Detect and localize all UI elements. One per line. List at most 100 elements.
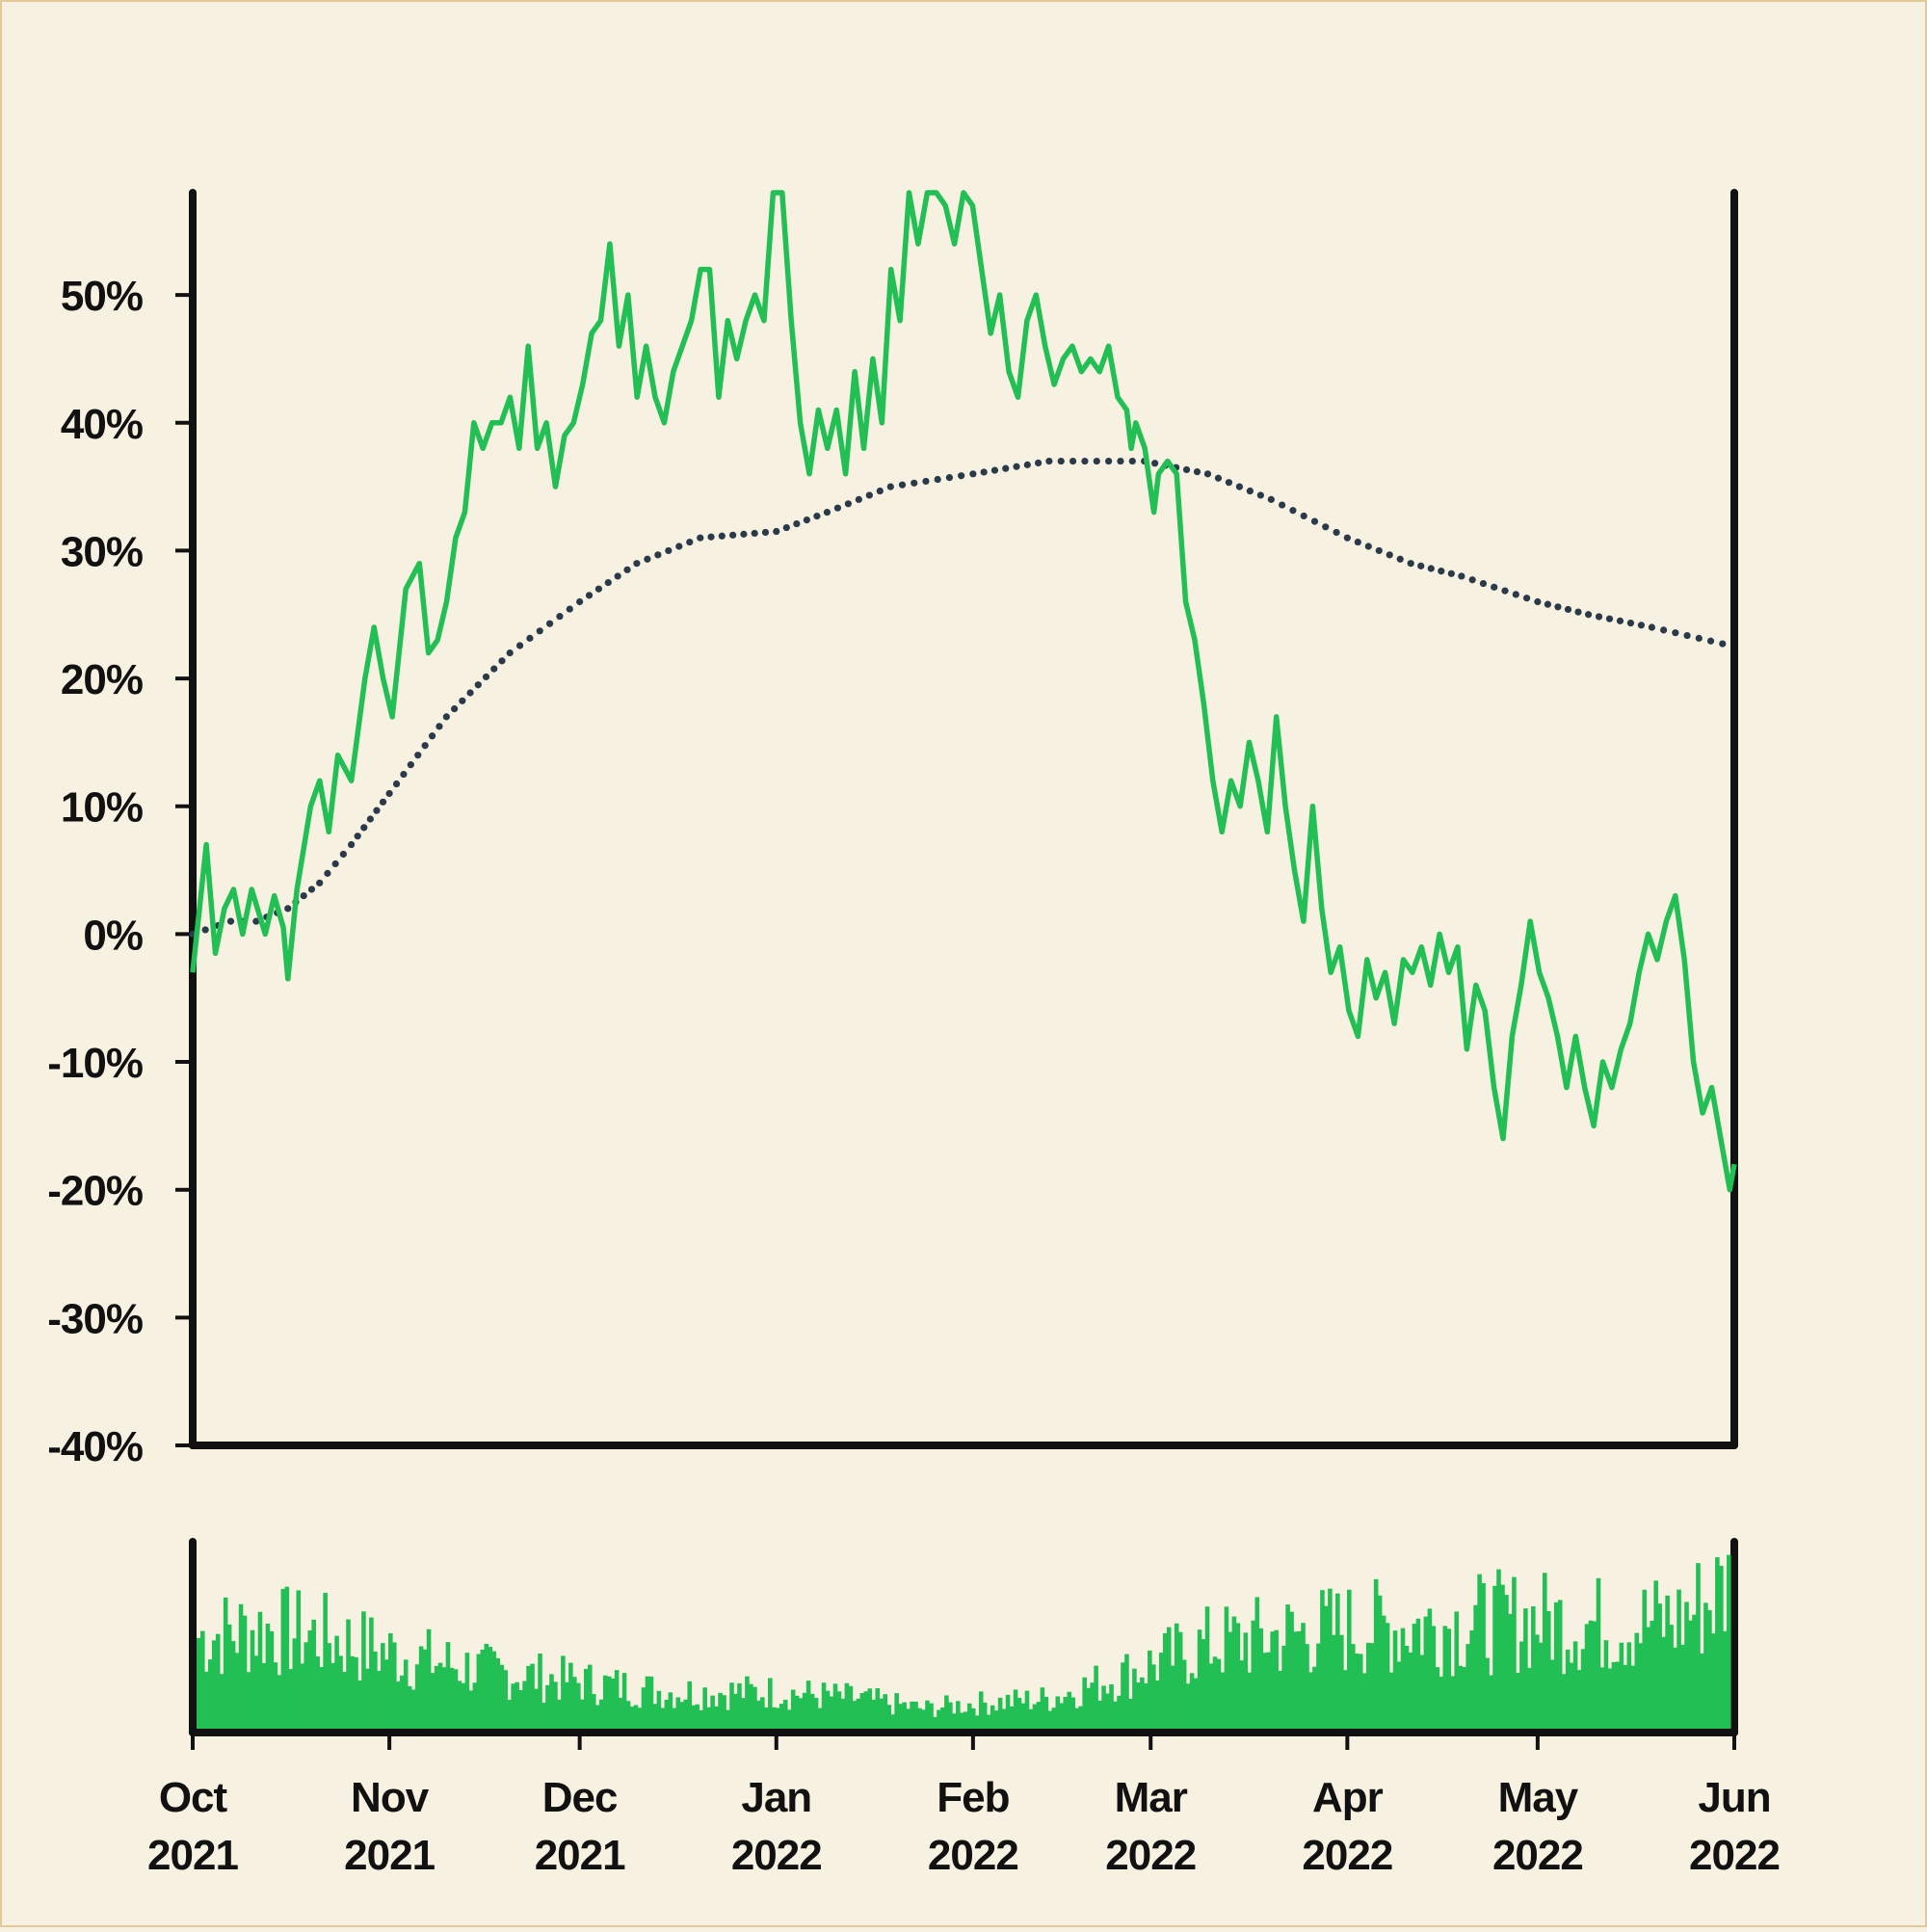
trend-dot (633, 560, 641, 568)
trend-dot (751, 529, 758, 538)
volume-bar (391, 1642, 397, 1729)
volume-bar (863, 1691, 869, 1729)
volume-bar (629, 1707, 635, 1729)
trend-dot (1447, 569, 1455, 577)
volume-bar (645, 1676, 650, 1729)
volume-bar (434, 1665, 439, 1729)
volume-bar (1684, 1601, 1689, 1729)
volume-bar (211, 1640, 217, 1729)
volume-panel (189, 1538, 1738, 1736)
volume-bar (1419, 1654, 1425, 1729)
volume-bar (1063, 1697, 1069, 1729)
volume-bar (832, 1683, 838, 1729)
volume-bar (602, 1675, 608, 1729)
volume-bar (1162, 1633, 1168, 1729)
volume-bar (1596, 1577, 1601, 1729)
volume-bar (1270, 1631, 1275, 1729)
volume-bar (729, 1682, 734, 1729)
volume-bar (1074, 1707, 1079, 1729)
x-tick-month: May (1498, 1774, 1579, 1821)
y-tick-label: -10% (47, 1040, 143, 1087)
volume-bar (518, 1690, 523, 1729)
trend-dot (1438, 568, 1445, 575)
trend-dot (1522, 595, 1531, 602)
volume-bar (1727, 1554, 1731, 1729)
x-tick-month: Jan (741, 1774, 811, 1821)
trend-dot (773, 527, 780, 536)
x-tick-year: 2022 (1492, 1832, 1583, 1879)
volume-bar (307, 1630, 312, 1729)
volume-bar (568, 1662, 573, 1729)
volume-bar (226, 1624, 232, 1729)
volume-bar (365, 1668, 370, 1729)
volume-bar (902, 1702, 907, 1729)
volume-bar (978, 1691, 984, 1729)
volume-bar (794, 1695, 800, 1729)
x-tick-month: Oct (159, 1774, 228, 1821)
volume-bar (718, 1692, 723, 1729)
trend-dot (1093, 457, 1100, 465)
volume-bar (1262, 1653, 1268, 1729)
volume-bar (852, 1701, 858, 1729)
volume-bar (1086, 1687, 1091, 1729)
volume-bar (1361, 1673, 1367, 1729)
volume-bar (1657, 1603, 1662, 1729)
volume-bar (1565, 1649, 1571, 1729)
volume-bar (234, 1653, 240, 1729)
volume-bar (1519, 1641, 1524, 1729)
trend-dot (654, 551, 662, 559)
volume-bar (1028, 1708, 1034, 1729)
volume-bar (1580, 1649, 1586, 1729)
volume-bar (1435, 1667, 1440, 1729)
volume-bar (1101, 1685, 1106, 1729)
volume-bar (288, 1669, 294, 1729)
volume-bar (1220, 1672, 1226, 1729)
volume-bar (472, 1682, 478, 1729)
trend-dot (331, 860, 339, 868)
volume-bar (990, 1705, 995, 1729)
trend-dot (614, 572, 621, 580)
volume-bar (871, 1699, 877, 1729)
volume-bar (1216, 1658, 1222, 1729)
volume-bar (1040, 1687, 1045, 1729)
trend-dot (1468, 576, 1476, 584)
volume-bar (921, 1709, 926, 1729)
volume-bar (726, 1709, 730, 1729)
volume-bar (660, 1707, 666, 1729)
volume-bar (672, 1707, 677, 1729)
trend-dot (1458, 572, 1465, 580)
volume-bar (1036, 1702, 1042, 1729)
volume-bar (691, 1705, 696, 1729)
volume-bar (530, 1663, 535, 1729)
x-tick-year: 2021 (147, 1832, 238, 1879)
volume-bar (856, 1698, 861, 1729)
volume-bar (1051, 1707, 1057, 1729)
trend-dot (1013, 463, 1020, 470)
trend-dot (536, 627, 543, 635)
volume-bar (679, 1702, 685, 1729)
volume-bar (1155, 1680, 1160, 1729)
volume-bar (553, 1681, 558, 1729)
volume-bar (986, 1714, 991, 1729)
trend-dot (466, 689, 474, 697)
volume-bar (1719, 1566, 1724, 1729)
x-tick-year: 2022 (1689, 1832, 1780, 1879)
volume-bar (714, 1706, 719, 1729)
volume-bar (461, 1682, 466, 1729)
volume-bar (1124, 1654, 1129, 1729)
volume-bar (805, 1681, 811, 1729)
volume-bar (1576, 1670, 1582, 1729)
volume-bar (223, 1597, 228, 1729)
volume-bar (1001, 1708, 1007, 1729)
volume-bar (445, 1642, 451, 1729)
volume-bar (1201, 1639, 1206, 1729)
volume-bar (1059, 1703, 1065, 1729)
volume-bar (354, 1656, 358, 1729)
volume-bar (1293, 1631, 1298, 1729)
volume-bar (1212, 1656, 1218, 1729)
trend-dot (1235, 483, 1244, 490)
trend-dot (1057, 457, 1065, 465)
volume-bar (1328, 1588, 1333, 1729)
